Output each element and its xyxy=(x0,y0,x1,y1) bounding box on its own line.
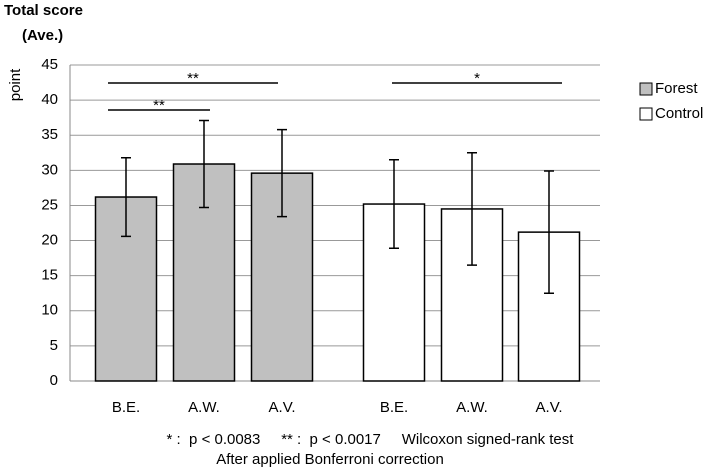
error-bar xyxy=(199,119,209,209)
note: After applied Bonferroni correction xyxy=(216,451,444,468)
x-tick-label: A.V. xyxy=(269,399,296,416)
y-tick-label: 15 xyxy=(41,267,58,284)
significance-label: ** xyxy=(187,70,199,87)
y-tick-label: 30 xyxy=(41,161,58,178)
y-tick-label: 5 xyxy=(50,337,58,354)
legend-label: Control xyxy=(655,105,703,122)
y-tick-label: 10 xyxy=(41,302,58,319)
y-tick-label: 35 xyxy=(41,126,58,143)
legend-swatch xyxy=(639,107,653,121)
error-bar xyxy=(544,170,554,294)
y-axis-label: point xyxy=(7,68,24,101)
x-tick-label: B.E. xyxy=(112,399,140,416)
y-tick-label: 45 xyxy=(41,56,58,73)
chart-subtitle: (Ave.) xyxy=(22,27,63,44)
legend-swatch xyxy=(639,82,653,96)
y-tick-label: 20 xyxy=(41,232,58,249)
error-bar xyxy=(389,159,399,250)
error-bar xyxy=(277,128,287,218)
significance-label: ** xyxy=(153,97,165,114)
x-tick-label: B.E. xyxy=(380,399,408,416)
legend-label: Forest xyxy=(655,80,698,97)
x-tick-label: A.W. xyxy=(456,399,488,416)
y-tick-label: 0 xyxy=(50,372,58,389)
chart-title: Total score xyxy=(4,2,83,19)
note: * : p < 0.0083 ** : p < 0.0017 Wilcoxon … xyxy=(167,431,575,448)
x-tick-label: A.V. xyxy=(536,399,563,416)
y-tick-label: 25 xyxy=(41,196,58,213)
x-tick-label: A.W. xyxy=(188,399,220,416)
significance-label: * xyxy=(474,70,480,87)
error-bar xyxy=(121,156,131,238)
error-bar xyxy=(467,152,477,266)
y-tick-label: 40 xyxy=(41,91,58,108)
